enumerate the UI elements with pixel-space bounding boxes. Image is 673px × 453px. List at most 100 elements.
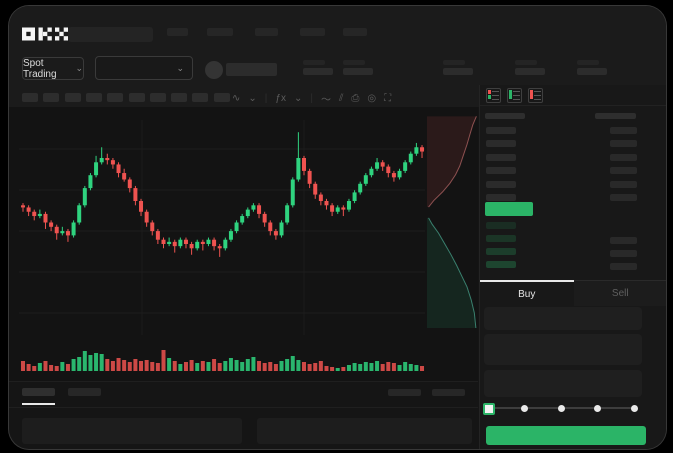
book-bids-icon[interactable] (507, 88, 522, 103)
ticker-stat-label (443, 60, 465, 65)
ticker-stat-value (515, 68, 545, 75)
fullscreen-icon[interactable]: ⛶ (384, 92, 392, 104)
divider (480, 105, 666, 106)
separator: | (310, 92, 313, 104)
amount-input[interactable] (484, 334, 642, 365)
order-panel: Buy Sell (479, 85, 666, 449)
timeframe-button[interactable] (43, 93, 60, 102)
ask-price-placeholder[interactable] (486, 127, 516, 134)
book-color-bar (509, 90, 512, 101)
timeframe-button[interactable] (64, 93, 81, 102)
search-placeholder[interactable] (68, 27, 153, 42)
timeframe-button[interactable] (192, 93, 209, 102)
nav-item-placeholder[interactable] (207, 28, 233, 36)
ticker-stat-label (515, 60, 537, 65)
trade-side-tabs: Buy Sell (480, 280, 666, 306)
candlestick-chart[interactable] (19, 110, 425, 372)
depth-chart[interactable] (427, 112, 479, 328)
ask-amount-placeholder (610, 167, 637, 174)
ask-bar (530, 90, 533, 99)
ticker-stat-label (577, 60, 599, 65)
chart-tools: ∿ ⌄ | ƒx ⌄ | 〜 ⫽ ⎙ ◎ ⛶ (232, 92, 392, 106)
bid-price-placeholder[interactable] (486, 248, 516, 255)
chevron-down-icon: ⌄ (176, 62, 184, 73)
book-asks-icon[interactable] (528, 88, 543, 103)
tab-sell-label: Sell (611, 288, 629, 299)
tab-sell[interactable]: Sell (573, 280, 666, 306)
tab-buy[interactable]: Buy (480, 280, 574, 306)
timeframe-button[interactable] (171, 93, 188, 102)
ask-price-placeholder[interactable] (486, 154, 516, 161)
trendline-icon[interactable]: 〜 (320, 94, 331, 106)
bottom-tab-open-orders[interactable] (22, 388, 55, 396)
nav-item-placeholder[interactable] (255, 28, 278, 36)
timeframe-button[interactable] (149, 93, 166, 102)
nav-item-placeholder[interactable] (167, 28, 188, 36)
chart-region-background (9, 107, 478, 381)
nav-item-placeholder[interactable] (300, 28, 325, 36)
orderbook-view-modes (486, 88, 543, 103)
ask-price-placeholder[interactable] (486, 181, 516, 188)
timeframe-button[interactable] (22, 93, 38, 102)
buy-button[interactable] (486, 426, 646, 445)
bid-bar (488, 95, 491, 99)
book-lines (534, 90, 541, 101)
divider (9, 381, 478, 382)
timeframe-button[interactable] (85, 93, 102, 102)
last-price-badge[interactable] (485, 202, 533, 216)
settings-icon[interactable]: ◎ (367, 92, 377, 104)
bid-price-placeholder[interactable] (486, 222, 516, 229)
slider-handle[interactable] (483, 403, 495, 415)
price-input[interactable] (484, 307, 642, 330)
bottom-action-placeholder[interactable] (388, 389, 421, 396)
bid-price-placeholder[interactable] (486, 235, 516, 242)
measure-icon[interactable]: ⫽ (338, 92, 344, 104)
camera-icon[interactable]: ⎙ (351, 92, 360, 104)
bottom-tab-history[interactable] (68, 388, 101, 396)
book-color-bar (488, 90, 491, 101)
ask-price-placeholder[interactable] (486, 167, 516, 174)
ask-price-placeholder[interactable] (486, 140, 516, 147)
product-selector-button[interactable]: Spot Trading ⌄ (22, 57, 84, 80)
app-window: Spot Trading ⌄ ⌄ ∿ ⌄ | ƒx ⌄ | 〜 ⫽ ⎙ ◎ ⛶ Buy Sell (9, 6, 666, 449)
bottom-action-placeholder[interactable] (432, 389, 465, 396)
product-selector-label: Spot Trading (23, 57, 57, 80)
timeframe-button[interactable] (107, 93, 124, 102)
slider-stop[interactable] (521, 404, 528, 412)
ask-amount-placeholder (610, 140, 637, 147)
ticker-stat-value (577, 68, 607, 75)
timeframe-button[interactable] (213, 93, 230, 102)
slider-stop[interactable] (594, 404, 601, 412)
bid-amount-placeholder (610, 263, 637, 270)
indicators-icon[interactable]: ƒx (275, 92, 286, 104)
ask-bar (488, 90, 491, 94)
price-placeholder (226, 63, 277, 76)
timeframe-button[interactable] (128, 93, 145, 102)
tab-buy-label: Buy (518, 288, 536, 300)
slider-stop[interactable] (630, 404, 638, 412)
slider-stop[interactable] (557, 404, 565, 412)
nav-item-placeholder[interactable] (343, 28, 367, 36)
ask-amount-placeholder (610, 194, 637, 201)
ask-amount-placeholder (610, 154, 637, 161)
divider (9, 407, 478, 408)
chevron-down-icon: ⌄ (75, 63, 83, 73)
orderbook-col-header-amount (595, 113, 636, 119)
bid-price-placeholder[interactable] (486, 261, 516, 268)
candle-style-icon[interactable]: ∿ (232, 92, 241, 104)
ask-price-placeholder[interactable] (486, 194, 516, 201)
chevron-down-icon[interactable]: ⌄ (248, 92, 257, 104)
book-lines (492, 90, 499, 101)
book-both-icon[interactable] (486, 88, 501, 103)
orderbook-col-header-price (485, 113, 525, 119)
chevron-down-icon[interactable]: ⌄ (293, 92, 303, 104)
total-input[interactable] (484, 370, 642, 397)
ticker-stat-value (443, 68, 473, 75)
orders-table-placeholder (22, 418, 242, 444)
coin-avatar (205, 61, 223, 79)
okx-logo[interactable] (22, 27, 68, 41)
book-lines (513, 90, 520, 101)
pair-dropdown[interactable]: ⌄ (95, 56, 193, 80)
bid-amount-placeholder (610, 237, 637, 244)
bid-amount-placeholder (610, 250, 637, 257)
